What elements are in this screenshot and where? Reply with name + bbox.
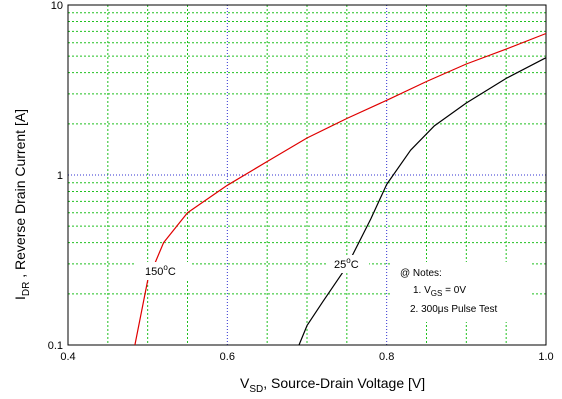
x-tick-label: 0.4 bbox=[60, 351, 75, 363]
y-tick-label: 1 bbox=[57, 170, 63, 182]
x-tick-label: 0.6 bbox=[220, 351, 235, 363]
x-tick-labels: 0.4 0.6 0.8 1.0 bbox=[60, 351, 553, 363]
y-tick-labels: 0.1 1 10 bbox=[48, 0, 63, 352]
plot-frame bbox=[67, 4, 547, 346]
note-1: 1. VGS = 0V bbox=[413, 285, 466, 298]
label-150c: 150oC bbox=[136, 262, 190, 280]
label-25c: 25oC bbox=[327, 255, 369, 273]
curves bbox=[134, 32, 547, 346]
svg-text:150oC: 150oC bbox=[145, 263, 176, 278]
series-line-25c bbox=[298, 57, 547, 346]
x-tick-label: 1.0 bbox=[538, 351, 553, 363]
svg-text:25oC: 25oC bbox=[334, 256, 359, 271]
y-tick-label: 0.1 bbox=[48, 340, 63, 352]
notes-box: @ Notes: 1. VGS = 0V 2. 300μs Pulse Test bbox=[390, 262, 530, 322]
y-tick-label: 10 bbox=[51, 0, 63, 12]
y-axis-title: IDR , Reverse Drain Current [A] bbox=[12, 109, 32, 300]
note-2: 2. 300μs Pulse Test bbox=[410, 304, 498, 315]
grid bbox=[68, 5, 546, 345]
x-axis-title: VSD, Source-Drain Voltage [V] bbox=[240, 375, 425, 395]
x-tick-label: 0.8 bbox=[379, 351, 394, 363]
series-line-150c bbox=[134, 32, 547, 346]
notes-title: @ Notes: bbox=[400, 268, 442, 279]
